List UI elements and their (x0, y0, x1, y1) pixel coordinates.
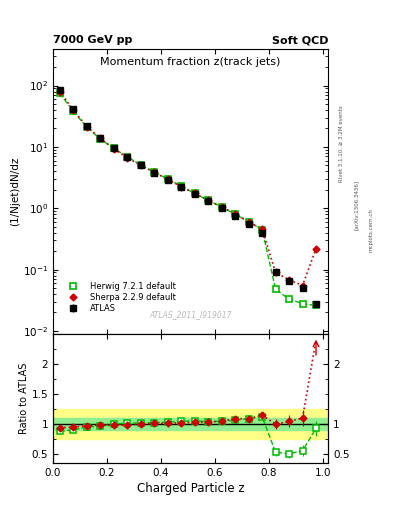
Text: 7000 GeV pp: 7000 GeV pp (53, 35, 132, 45)
Text: Momentum fraction z(track jets): Momentum fraction z(track jets) (101, 57, 281, 67)
X-axis label: Charged Particle z: Charged Particle z (137, 482, 244, 496)
Bar (53, 409, 328, 439)
Text: Soft QCD: Soft QCD (272, 35, 328, 45)
Text: Rivet 3.1.10, ≥ 3.2M events: Rivet 3.1.10, ≥ 3.2M events (339, 105, 344, 182)
Bar (53, 418, 328, 430)
Text: mcplots.cern.ch: mcplots.cern.ch (369, 208, 374, 252)
Text: [arXiv:1306.3436]: [arXiv:1306.3436] (354, 180, 359, 230)
Text: ATLAS_2011_I919017: ATLAS_2011_I919017 (149, 310, 232, 319)
Y-axis label: (1/Njet)dN/dz: (1/Njet)dN/dz (10, 157, 20, 226)
Legend: Herwig 7.2.1 default, Sherpa 2.2.9 default, ATLAS: Herwig 7.2.1 default, Sherpa 2.2.9 defau… (60, 279, 178, 315)
Y-axis label: Ratio to ATLAS: Ratio to ATLAS (19, 363, 29, 434)
